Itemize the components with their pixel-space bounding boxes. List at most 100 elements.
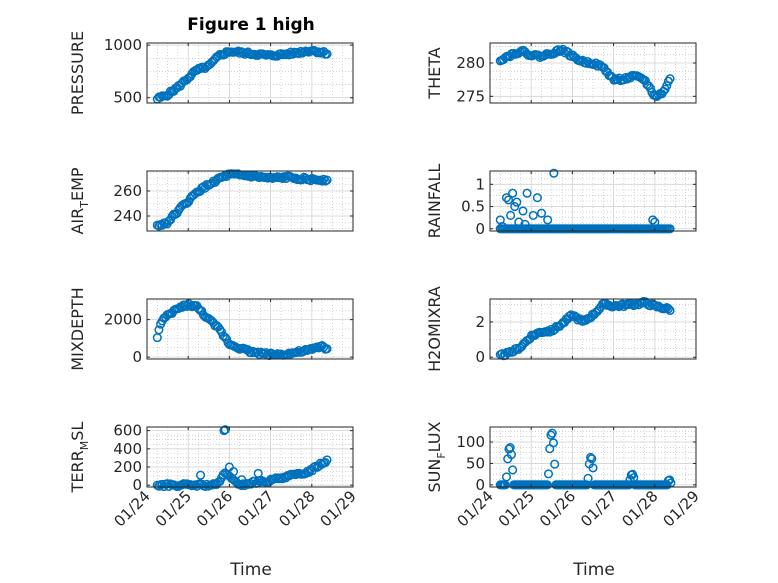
axes-box [489, 298, 697, 360]
data-point [550, 459, 560, 469]
data-point [253, 468, 263, 478]
y-axis-label: TERRMSL [68, 422, 91, 494]
y-axis-label: MIXDEPTH [68, 287, 87, 370]
data-point [506, 450, 516, 460]
data-point [322, 49, 332, 59]
data-point [506, 210, 516, 220]
data-point [281, 50, 291, 60]
data-point [547, 428, 557, 438]
data-point [665, 224, 675, 234]
y-tick-label: 2000 [104, 311, 142, 329]
y-tick-label: 0 [132, 348, 142, 366]
subplot-4: 0 0.5 1 RAINFALL [425, 164, 697, 239]
x-axis-label-left: Time [229, 560, 272, 580]
data-point [503, 348, 514, 358]
y-tick-label: 0 [475, 348, 485, 366]
data-point [282, 349, 293, 359]
data-series [495, 296, 675, 361]
data-point [501, 193, 512, 203]
figure-title: Figure 1 high [187, 15, 315, 35]
data-point [228, 466, 239, 477]
data-point [645, 83, 655, 93]
axes-box [146, 426, 354, 488]
y-axis-label: H2OMIXRA [425, 286, 444, 372]
data-point [541, 327, 551, 337]
y-tick-label: 275 [456, 87, 485, 105]
data-point [663, 304, 673, 314]
data-point [322, 344, 332, 354]
data-point [587, 454, 597, 464]
data-point [585, 452, 596, 462]
y-tick-label: 50 [466, 454, 485, 472]
data-point [504, 444, 514, 454]
data-point [549, 168, 559, 178]
data-point [508, 188, 518, 198]
y-tick-label: 200 [113, 458, 142, 476]
data-point [543, 215, 553, 225]
y-axis-label: AIRTEMP [68, 167, 91, 234]
data-point [581, 58, 591, 68]
axes-box [489, 170, 697, 232]
data-series [152, 169, 332, 231]
data-point [588, 463, 598, 473]
data-point [532, 193, 542, 203]
data-point [237, 475, 247, 485]
y-tick-label: 400 [113, 440, 142, 458]
data-point [662, 81, 672, 91]
data-point [508, 465, 518, 475]
x-axis-label-right: Time [572, 560, 615, 580]
data-point [317, 176, 327, 186]
data-point [510, 202, 520, 212]
data-point [503, 195, 514, 205]
subplot-2: 275 280 THETA [425, 42, 697, 105]
data-point [542, 480, 552, 490]
y-tick-label: 0.5 [461, 198, 485, 216]
subplot-1: 500 1000 PRESSURE [68, 31, 354, 115]
data-point [512, 197, 522, 207]
y-tick-label: 600 [113, 422, 142, 440]
data-point [583, 473, 593, 483]
data-point [548, 438, 558, 448]
data-point [200, 481, 210, 492]
data-point [566, 51, 576, 61]
data-point [322, 175, 332, 185]
y-axis-label: SUNFLUX [425, 421, 448, 492]
subplot-3: 240 260 AIRTEMP [68, 167, 354, 235]
subplot-6: 0 2 H2OMIXRA [425, 286, 697, 372]
y-tick-label: 260 [113, 182, 142, 200]
data-point [518, 206, 528, 216]
data-point [286, 47, 296, 57]
y-tick-label: 1 [475, 175, 485, 193]
y-axis-label: RAINFALL [425, 164, 444, 239]
axes-box [146, 42, 354, 104]
data-point [522, 188, 532, 198]
axes-box [489, 42, 697, 104]
y-tick-label: 0 [132, 476, 142, 494]
data-point [520, 219, 530, 229]
data-point [546, 430, 556, 440]
grid [489, 299, 697, 359]
data-point [497, 222, 507, 232]
y-tick-label: 280 [456, 54, 485, 72]
y-tick-label: 0 [475, 220, 485, 238]
data-point [276, 172, 286, 182]
axes-box [146, 170, 354, 232]
data-point [501, 472, 512, 482]
y-tick-label: 2 [475, 313, 485, 331]
data-point [236, 481, 246, 491]
y-axis-label: PRESSURE [68, 31, 87, 115]
y-tick-label: 500 [113, 89, 142, 107]
data-point [665, 305, 675, 316]
axes-box [146, 298, 354, 360]
data-point [648, 215, 658, 225]
y-tick-label: 0 [475, 476, 485, 494]
data-point [322, 455, 332, 465]
data-point [650, 217, 660, 227]
data-point [564, 311, 575, 321]
data-point [196, 470, 206, 480]
axes-box [489, 426, 697, 488]
data-point [246, 348, 256, 358]
data-series [495, 44, 675, 102]
y-tick-label: 240 [113, 207, 142, 225]
